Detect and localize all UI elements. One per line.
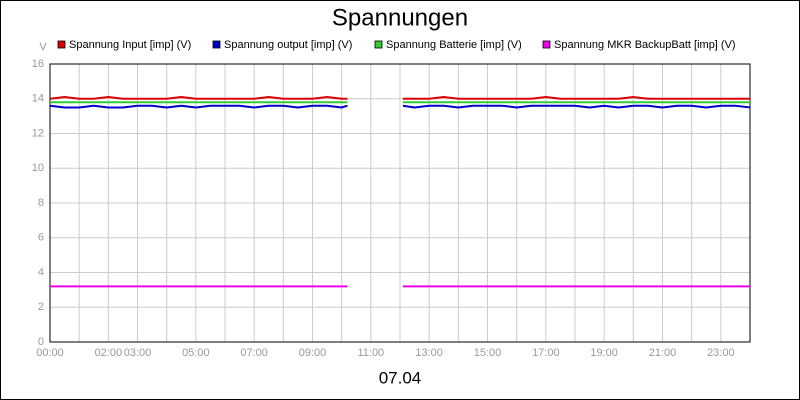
legend-label: Spannung Batterie [imp] (V) [386,39,522,51]
y-tick-label: 8 [38,197,44,209]
x-tick-label: 11:00 [357,347,384,359]
legend-label: Spannung Input [imp] (V) [69,39,191,51]
legend-swatch [57,40,66,49]
legend-swatch [542,40,551,49]
x-tick-label: 09:00 [299,347,327,359]
legend-label: Spannung MKR BackupBatt [imp] (V) [554,39,736,51]
y-tick-label: 14 [32,93,44,105]
series-line [49,104,751,109]
x-tick-label: 03:00 [124,347,152,359]
x-tick-label: 07:00 [240,347,268,359]
y-tick-label: 16 [32,58,44,70]
y-tick-label: 10 [32,162,44,174]
x-tick-label: 13:00 [415,347,443,359]
y-tick-label: 4 [38,266,44,278]
y-tick-label: 6 [38,232,44,244]
x-tick-label: 21:00 [649,347,677,359]
series-line [49,96,750,100]
x-tick-label: 02:00 [95,347,123,359]
x-tick-label: 15:00 [474,347,502,359]
legend-label: Spannung output [imp] (V) [224,39,352,51]
plot-border [49,63,751,343]
legend-swatch [374,40,383,49]
y-tick-label: 0 [38,336,44,348]
x-tick-label: 00:00 [36,347,64,359]
y-axis-label: V [39,41,47,53]
chart-title: Spannungen [332,4,468,31]
x-tick-label: 23:00 [707,347,735,359]
x-tick-label: 05:00 [182,347,210,359]
legend-swatch [212,40,221,49]
x-tick-label: 19:00 [590,347,618,359]
x-tick-label: 17:00 [532,347,560,359]
x-axis-label: 07.04 [379,368,422,387]
y-tick-label: 2 [38,301,44,313]
y-tick-label: 12 [32,127,44,139]
